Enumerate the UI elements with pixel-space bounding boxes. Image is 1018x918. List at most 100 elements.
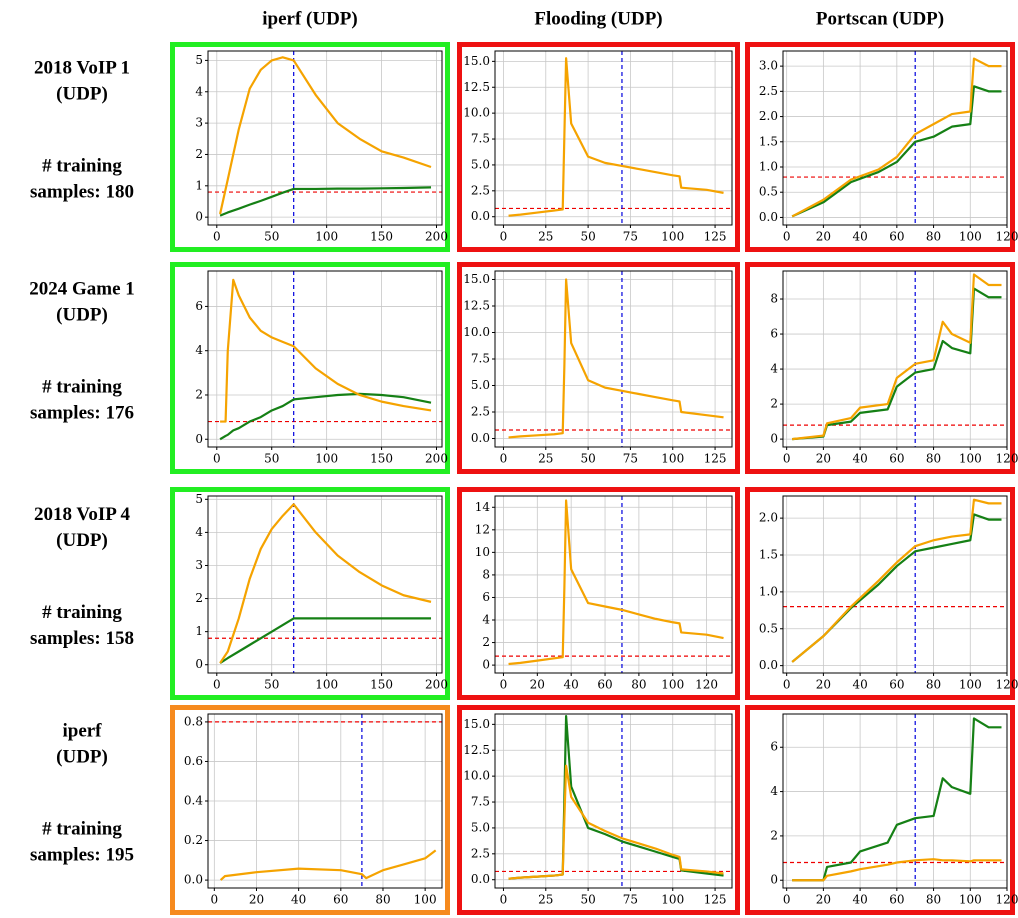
x-tick-label: 120 <box>996 230 1018 244</box>
y-tick-label: 2.5 <box>471 183 490 197</box>
x-tick-label: 20 <box>816 230 831 244</box>
y-tick-label: 3 <box>195 116 203 130</box>
y-tick-label: 4 <box>770 362 778 376</box>
y-tick-label: 0.0 <box>471 209 490 223</box>
series-line <box>219 56 432 215</box>
panel-frame <box>745 42 1015 252</box>
x-tick-label: 50 <box>264 678 279 692</box>
x-tick-label: 80 <box>926 452 941 466</box>
series-line <box>791 57 1002 218</box>
y-tick-label: 6 <box>770 327 778 341</box>
x-tick-label: 40 <box>291 893 306 907</box>
y-tick-label: 14 <box>475 500 491 514</box>
panel-frame <box>745 705 1015 915</box>
plot-frame <box>782 713 1008 889</box>
y-tick-label: 3.0 <box>759 59 778 73</box>
y-tick-label: 1 <box>195 624 203 638</box>
x-tick-label: 150 <box>370 678 393 692</box>
y-tick-label: 5.0 <box>471 157 490 171</box>
x-tick-label: 0 <box>783 893 791 907</box>
plot-frame <box>494 270 733 448</box>
x-tick-label: 100 <box>315 230 338 244</box>
y-tick-label: 5 <box>195 492 203 506</box>
y-tick-label: 10.0 <box>463 106 490 120</box>
row-label: samples: 180 <box>30 181 134 202</box>
y-tick-label: 1.5 <box>759 548 778 562</box>
x-tick-label: 60 <box>889 452 904 466</box>
x-tick-label: 100 <box>315 452 338 466</box>
x-tick-label: 150 <box>370 230 393 244</box>
column-header: Flooding (UDP) <box>534 8 662 29</box>
series-line <box>219 617 432 664</box>
y-tick-label: 15.0 <box>463 717 490 731</box>
x-tick-label: 0 <box>500 452 508 466</box>
y-tick-label: 4 <box>195 525 203 539</box>
x-tick-label: 25 <box>538 452 553 466</box>
panel-frame <box>170 705 450 915</box>
series-line <box>791 498 1002 663</box>
y-tick-label: 15.0 <box>463 272 490 286</box>
x-tick-label: 40 <box>852 230 867 244</box>
series-line <box>220 278 432 423</box>
row-label: (UDP) <box>56 304 108 325</box>
row-label: 2018 VoIP 4 <box>34 504 131 525</box>
column-header: iperf (UDP) <box>262 8 358 29</box>
x-tick-label: 100 <box>959 452 982 466</box>
y-tick-label: 2 <box>770 397 778 411</box>
y-tick-label: 0.8 <box>184 714 203 728</box>
x-tick-label: 50 <box>580 230 595 244</box>
y-tick-label: 1.0 <box>759 160 778 174</box>
series-line <box>792 858 1002 882</box>
series-line <box>508 764 724 880</box>
y-tick-label: 12 <box>475 522 490 536</box>
y-tick-label: 3 <box>195 558 203 572</box>
row-label: 2024 Game 1 <box>29 278 135 299</box>
x-tick-label: 40 <box>852 678 867 692</box>
y-tick-label: 0.0 <box>184 873 203 887</box>
x-tick-label: 200 <box>425 230 448 244</box>
row-label: (UDP) <box>56 83 108 104</box>
x-tick-label: 100 <box>661 893 684 907</box>
panel-frame <box>745 262 1015 474</box>
plot-frame <box>494 713 733 889</box>
x-tick-label: 100 <box>661 678 684 692</box>
x-tick-label: 120 <box>996 893 1018 907</box>
x-tick-label: 75 <box>623 230 638 244</box>
x-tick-label: 100 <box>959 893 982 907</box>
x-tick-label: 120 <box>996 678 1018 692</box>
series-line <box>219 503 432 664</box>
y-tick-label: 2.0 <box>759 511 778 525</box>
y-tick-label: 0.0 <box>759 210 778 224</box>
x-tick-label: 20 <box>530 678 545 692</box>
series-line <box>219 392 432 441</box>
y-tick-label: 4 <box>195 343 203 357</box>
x-tick-label: 20 <box>816 893 831 907</box>
x-tick-label: 60 <box>889 893 904 907</box>
x-tick-label: 0 <box>213 452 221 466</box>
y-tick-label: 2 <box>770 828 778 842</box>
y-tick-label: 1.0 <box>759 584 778 598</box>
y-tick-label: 4 <box>195 84 203 98</box>
y-tick-label: 0.0 <box>471 431 490 445</box>
y-tick-label: 12.5 <box>463 298 490 312</box>
x-tick-label: 50 <box>264 230 279 244</box>
panel-frame <box>170 262 450 474</box>
y-tick-label: 7.5 <box>471 795 490 809</box>
y-tick-label: 0 <box>195 210 203 224</box>
x-tick-label: 80 <box>926 230 941 244</box>
column-header: Portscan (UDP) <box>816 8 944 29</box>
y-tick-label: 0 <box>770 432 778 446</box>
x-tick-label: 100 <box>661 230 684 244</box>
series-line <box>508 57 724 217</box>
y-tick-label: 12.5 <box>463 80 490 94</box>
x-tick-label: 0 <box>783 452 791 466</box>
x-tick-label: 50 <box>264 452 279 466</box>
x-tick-label: 200 <box>425 452 448 466</box>
row-label: samples: 158 <box>30 628 134 649</box>
x-tick-label: 0 <box>500 678 508 692</box>
y-tick-label: 8 <box>482 567 490 581</box>
x-tick-label: 125 <box>704 452 727 466</box>
y-tick-label: 0.5 <box>759 621 778 635</box>
